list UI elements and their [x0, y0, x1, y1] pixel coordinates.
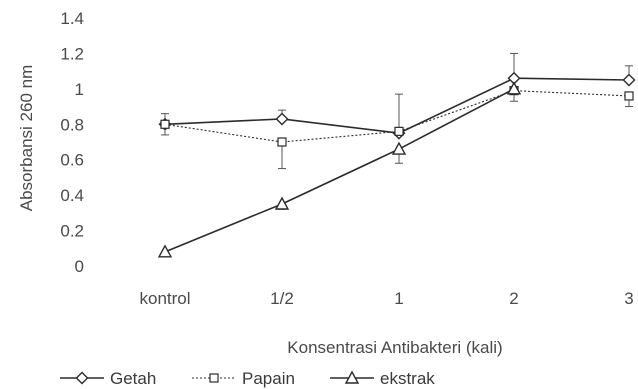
legend-item-getah: Getah — [60, 369, 156, 388]
y-tick-label-7: 1.4 — [60, 9, 84, 28]
series-line-papain — [164, 90, 630, 143]
x-axis-label: Konsentrasi Antibakteri (kali) — [287, 338, 502, 357]
x-tick-labels: kontrol 1/2 1 2 3 — [139, 289, 633, 308]
legend-item-papain: Papain — [192, 369, 295, 388]
y-tick-label-4: 0.8 — [60, 115, 84, 134]
point-papain-2 — [394, 126, 404, 136]
x-tick-label-0: kontrol — [139, 289, 190, 308]
y-tick-label-2: 0.4 — [60, 186, 84, 205]
y-tick-labels: 0 0.2 0.4 0.6 0.8 1 1.2 1.4 — [60, 9, 84, 276]
point-ekstrak-0 — [157, 244, 173, 258]
legend: Getah Papain ekstrak — [60, 369, 435, 388]
y-tick-label-1: 0.2 — [60, 222, 84, 241]
series-line-ekstrak — [164, 88, 515, 253]
x-tick-label-1: 1/2 — [270, 289, 294, 308]
point-ekstrak-1 — [274, 196, 290, 210]
y-tick-label-5: 1 — [75, 80, 84, 99]
series-getah — [158, 52, 636, 140]
series-ekstrak — [157, 81, 522, 258]
y-tick-label-6: 1.2 — [60, 44, 84, 63]
point-ekstrak-3 — [506, 81, 522, 95]
legend-marker-getah — [75, 371, 89, 385]
legend-label-getah: Getah — [110, 369, 156, 388]
legend-label-ekstrak: ekstrak — [380, 369, 435, 388]
x-tick-label-4: 3 — [624, 289, 633, 308]
point-getah-1 — [275, 112, 289, 126]
point-papain-1 — [277, 137, 287, 147]
x-tick-label-2: 1 — [394, 289, 403, 308]
x-tick-label-3: 2 — [509, 289, 518, 308]
y-axis-label: Absorbansi 260 nm — [17, 65, 36, 211]
legend-item-ekstrak: ekstrak — [330, 369, 435, 388]
point-ekstrak-2 — [391, 141, 407, 155]
point-papain-4 — [624, 91, 634, 101]
y-tick-label-3: 0.6 — [60, 151, 84, 170]
legend-label-papain: Papain — [242, 369, 295, 388]
legend-marker-papain — [209, 373, 219, 383]
point-papain-0 — [160, 119, 170, 129]
plot-layer — [157, 52, 636, 258]
series-line-getah — [164, 77, 630, 134]
series-papain — [160, 86, 634, 170]
legend-marker-ekstrak — [344, 370, 360, 384]
y-tick-label-0: 0 — [75, 257, 84, 276]
point-getah-4 — [622, 73, 636, 87]
